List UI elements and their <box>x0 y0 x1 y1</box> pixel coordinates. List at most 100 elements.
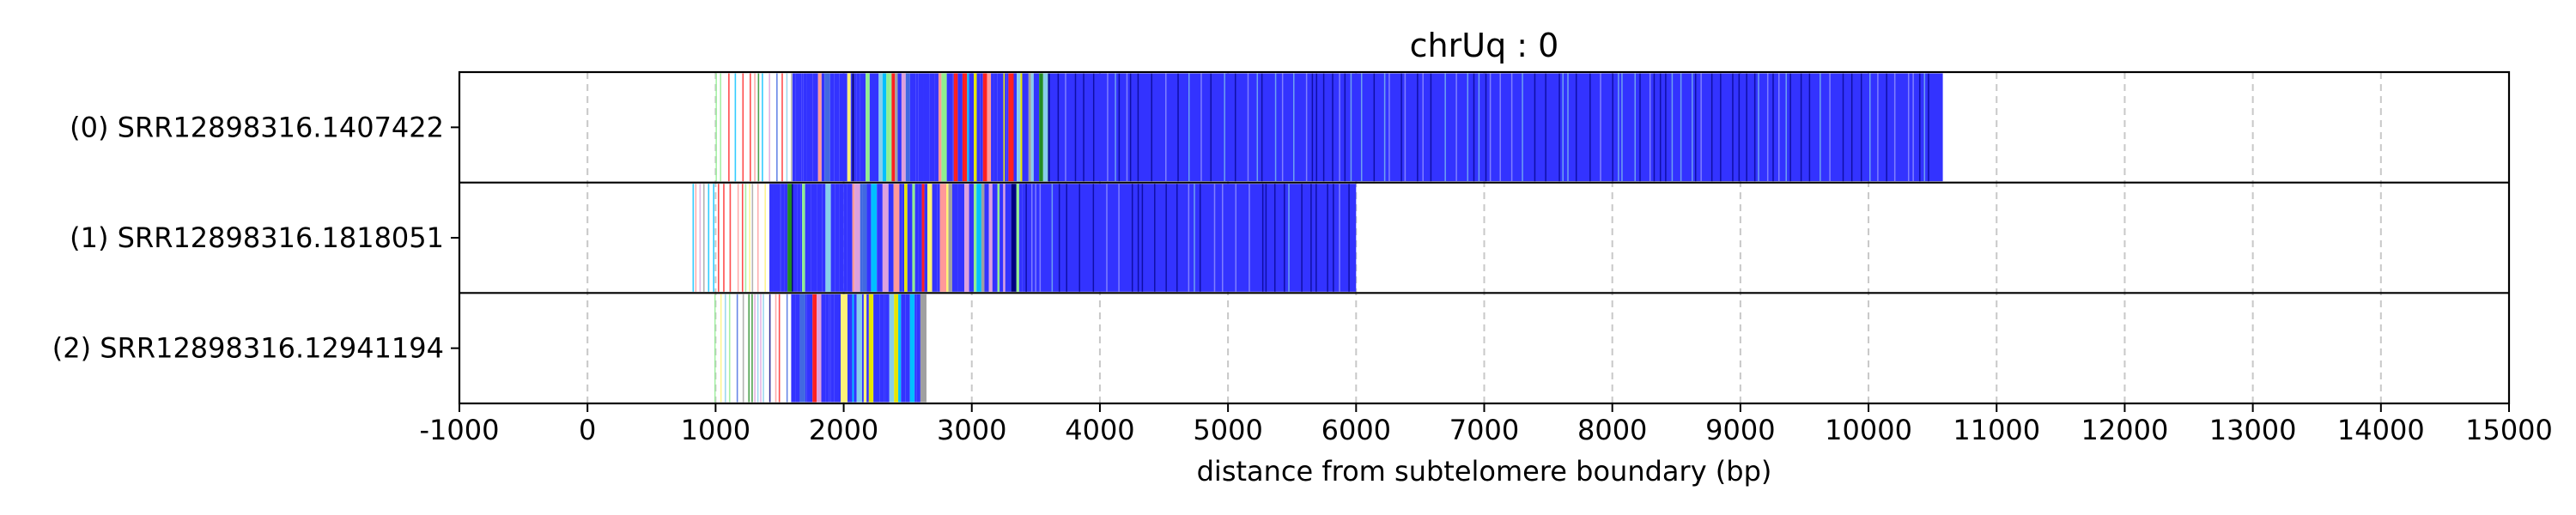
read-segment <box>776 73 778 182</box>
read-segment <box>997 73 1004 182</box>
x-tick-label: 12000 <box>2081 414 2169 446</box>
read-segment <box>1200 73 1202 182</box>
read-segment <box>1005 184 1012 292</box>
read-segment <box>1315 184 1317 292</box>
read-segment <box>1288 184 1290 292</box>
read-segment <box>1485 73 1487 182</box>
read-segment <box>898 294 902 403</box>
read-segment <box>918 73 924 182</box>
read-segment <box>987 73 992 182</box>
read-segment <box>991 73 994 182</box>
read-segment <box>1467 73 1469 182</box>
read-segment <box>1151 73 1152 182</box>
read-segment <box>1065 73 1066 182</box>
read-segment <box>1886 73 1887 182</box>
read-segment <box>751 184 754 292</box>
read-segment <box>1360 73 1363 182</box>
read-bar <box>715 73 1943 182</box>
read-segment <box>822 184 826 292</box>
read-segment <box>1025 184 1027 292</box>
read-segment <box>1165 184 1167 292</box>
x-tick-label: 3000 <box>937 414 1006 446</box>
read-segment <box>702 184 705 292</box>
read-segment <box>1066 184 1067 292</box>
read-segment <box>1005 73 1007 182</box>
read-segment <box>799 294 805 403</box>
read-segment <box>1003 184 1005 292</box>
read-segment <box>1444 73 1446 182</box>
read-segment <box>899 184 902 292</box>
read-segment <box>1222 184 1224 292</box>
read-segment <box>1008 73 1014 182</box>
read-segment <box>811 184 817 292</box>
read-segment <box>1758 73 1759 182</box>
read-segment <box>1473 73 1475 182</box>
read-segment <box>1732 73 1734 182</box>
read-segment <box>957 184 965 292</box>
read-segment <box>1018 184 1023 292</box>
read-segment <box>750 73 751 182</box>
read-segment <box>854 184 860 292</box>
read-segment <box>1332 73 1334 182</box>
read-segment <box>1545 73 1546 182</box>
read-segment <box>1092 184 1095 292</box>
x-tick-label: 11000 <box>1953 414 2040 446</box>
read-segment <box>1273 184 1276 292</box>
read-bar <box>692 184 1357 292</box>
read-segment <box>1131 184 1133 292</box>
read-segment <box>889 294 895 403</box>
read-segment <box>1789 73 1791 182</box>
read-segment <box>1042 73 1048 182</box>
read-segment <box>1829 73 1831 182</box>
row-label: (1) SRR12898316.1818051 <box>70 221 444 254</box>
read-segment <box>1281 73 1284 182</box>
read-segment <box>1373 73 1376 182</box>
read-segment <box>866 184 872 292</box>
read-segment <box>817 73 822 182</box>
read-segment <box>905 294 910 403</box>
read-segment <box>1118 184 1120 292</box>
read-segment <box>749 184 750 292</box>
read-segment <box>1339 73 1340 182</box>
read-segment <box>1665 73 1667 182</box>
read-segment <box>1912 73 1914 182</box>
x-axis-label: distance from subtelomere boundary (bp) <box>1197 455 1772 488</box>
read-segment <box>817 294 822 403</box>
read-segment <box>1618 73 1619 182</box>
read-segment <box>1680 73 1682 182</box>
read-segment <box>1256 73 1259 182</box>
read-segment <box>967 73 969 182</box>
read-segment <box>915 73 919 182</box>
read-segment <box>1022 184 1027 292</box>
read-segment <box>830 294 835 403</box>
read-segment <box>741 184 744 292</box>
read-segment <box>1746 73 1747 182</box>
read-segment <box>760 294 762 403</box>
read-segment <box>787 184 793 292</box>
read-segment <box>905 73 910 182</box>
read-segment <box>1333 184 1334 292</box>
read-segment <box>764 184 767 292</box>
read-segment <box>916 294 920 403</box>
read-segment <box>1659 73 1662 182</box>
read-segment <box>862 184 867 292</box>
read-segment <box>953 73 958 182</box>
read-segment <box>1039 73 1043 182</box>
read-segment <box>914 294 917 403</box>
read-segment <box>1311 73 1314 182</box>
x-tick-label: 9000 <box>1705 414 1775 446</box>
read-segment <box>1510 73 1513 182</box>
read-segment <box>937 184 940 292</box>
read-segment <box>744 184 747 292</box>
read-segment <box>762 73 763 182</box>
read-segment <box>695 184 697 292</box>
read-segment <box>1785 73 1787 182</box>
read-segment <box>946 73 953 182</box>
read-segment <box>805 184 811 292</box>
read-segment <box>781 73 783 182</box>
read-segment <box>792 184 793 292</box>
read-segment <box>829 294 831 403</box>
read-segment <box>720 294 722 403</box>
read-segment <box>912 184 915 292</box>
read-segment <box>860 73 866 182</box>
